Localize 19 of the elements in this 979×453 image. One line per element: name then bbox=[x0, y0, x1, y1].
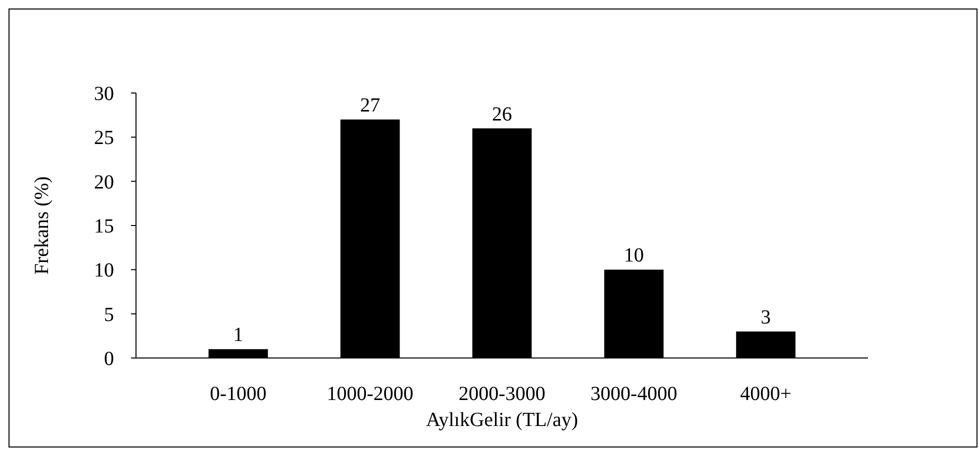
data-label: 26 bbox=[492, 103, 512, 126]
data-label: 27 bbox=[360, 94, 380, 116]
x-tick-label: 2000-3000 bbox=[458, 383, 546, 405]
data-label: 10 bbox=[624, 244, 644, 267]
y-tick-label: 20 bbox=[94, 171, 114, 194]
y-tick-label: 15 bbox=[94, 216, 114, 238]
x-tick-label: 3000-4000 bbox=[590, 383, 678, 405]
y-tick-label: 10 bbox=[94, 260, 114, 282]
data-label: 1 bbox=[233, 324, 244, 346]
y-tick-label: 5 bbox=[104, 304, 114, 326]
y-tick-label: 0 bbox=[104, 348, 114, 370]
x-tick-label: 1000-2000 bbox=[326, 383, 414, 405]
y-axis-title: Frekans (%) bbox=[31, 176, 53, 275]
y-tick-label: 30 bbox=[94, 83, 114, 105]
data-label: 3 bbox=[760, 306, 771, 328]
x-tick-label: 0-1000 bbox=[210, 383, 267, 405]
x-tick-label: 4000+ bbox=[740, 383, 792, 405]
x-axis-title: AylıkGelir (TL/ay) bbox=[426, 409, 578, 431]
y-tick-label: 25 bbox=[94, 127, 114, 150]
